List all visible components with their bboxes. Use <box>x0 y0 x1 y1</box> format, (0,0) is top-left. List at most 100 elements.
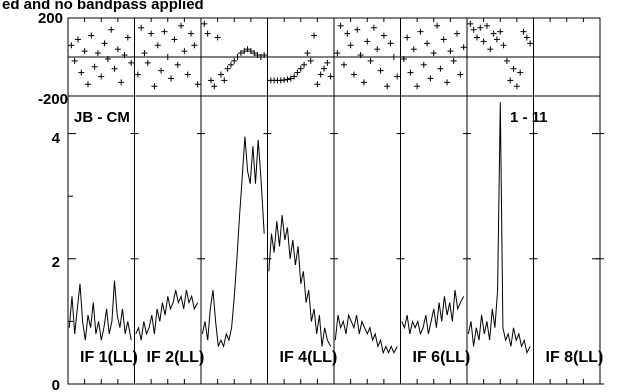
phase-marker <box>68 42 75 49</box>
phase-marker <box>304 50 311 57</box>
phase-marker <box>144 59 151 66</box>
phase-marker <box>317 71 324 78</box>
amp-series-line <box>268 214 332 347</box>
phase-marker <box>364 38 371 45</box>
phase-marker <box>128 59 135 66</box>
phase-marker <box>487 46 494 53</box>
phase-marker <box>394 73 401 80</box>
phase-marker <box>254 52 261 59</box>
phase-marker <box>124 34 131 41</box>
amp-series-line <box>201 136 265 349</box>
phase-marker <box>134 71 141 78</box>
phase-marker <box>321 65 328 72</box>
phase-marker <box>164 54 171 60</box>
phase-marker <box>178 22 185 29</box>
phase-marker <box>194 81 201 88</box>
phase-marker <box>281 77 288 84</box>
phase-marker <box>334 50 341 57</box>
amplitude-lines <box>68 102 531 355</box>
amp-series-line <box>334 313 398 355</box>
phase-marker <box>191 42 198 49</box>
phase-marker <box>344 30 351 37</box>
phase-marker <box>98 73 105 80</box>
phase-marker <box>467 20 474 27</box>
phase-marker <box>168 75 175 82</box>
phase-marker <box>357 52 364 59</box>
phase-marker <box>507 77 514 84</box>
phase-marker <box>71 57 78 64</box>
phase-marker <box>307 57 314 64</box>
phase-marker <box>311 32 318 39</box>
phase-marker <box>377 67 384 74</box>
phase-marker <box>450 57 457 64</box>
phase-marker <box>257 54 264 60</box>
phase-marker <box>121 52 128 59</box>
phase-marker <box>74 36 81 43</box>
phase-marker <box>523 34 530 41</box>
phase-marker <box>347 42 354 49</box>
phase-marker <box>171 36 178 43</box>
phase-marker <box>380 32 387 39</box>
phase-marker <box>434 22 441 29</box>
phase-marker <box>527 40 534 47</box>
phase-marker <box>88 32 95 39</box>
phase-marker <box>360 79 367 86</box>
phase-marker <box>94 50 101 57</box>
scan-label: 1 - 11 <box>510 109 548 126</box>
phase-marker <box>387 40 394 47</box>
phase-marker <box>520 28 527 35</box>
phase-marker <box>227 61 234 68</box>
phase-marker <box>370 24 377 31</box>
amp-series-line <box>401 290 465 336</box>
amp-tick-label-2: 2 <box>52 254 60 271</box>
amp-tick-label-0: 0 <box>52 377 60 392</box>
if-label: IF 8(LL) <box>546 349 604 366</box>
phase-marker <box>188 30 195 37</box>
phase-marker <box>104 55 111 62</box>
phase-marker <box>513 83 520 90</box>
if-label: IF 4(LL) <box>280 349 338 366</box>
phase-marker <box>437 65 444 72</box>
phase-bottom-label: -200 <box>38 91 68 108</box>
phase-marker <box>454 30 461 37</box>
phase-marker <box>374 46 381 53</box>
phase-marker <box>483 22 490 29</box>
phase-marker <box>477 24 484 31</box>
phase-marker <box>141 50 148 57</box>
phase-marker <box>390 54 397 60</box>
phase-top-label: 200 <box>38 10 63 27</box>
phase-marker <box>211 83 218 90</box>
phase-marker <box>497 28 504 35</box>
if-label: IF 2(LL) <box>147 349 205 366</box>
phase-marker <box>244 46 251 53</box>
phase-marker <box>207 77 214 84</box>
phase-marker <box>503 57 510 64</box>
phase-marker <box>217 71 224 78</box>
phase-marker <box>297 65 304 72</box>
phase-marker <box>427 75 434 82</box>
if-label: IF 1(LL) <box>80 349 138 366</box>
phase-markers <box>68 20 534 90</box>
phase-marker <box>231 57 238 64</box>
phase-marker <box>161 28 168 35</box>
phase-marker <box>151 83 158 90</box>
phase-marker <box>460 44 467 51</box>
phase-marker <box>517 69 524 76</box>
phase-marker <box>214 34 221 41</box>
phase-marker <box>367 57 374 64</box>
phase-marker <box>480 38 487 45</box>
phase-marker <box>181 48 188 55</box>
phase-marker <box>430 50 437 57</box>
phase-marker <box>410 46 417 53</box>
phase-marker <box>111 65 118 72</box>
phase-marker <box>138 24 145 31</box>
phase-marker <box>108 26 115 33</box>
phase-marker <box>350 71 357 78</box>
phase-marker <box>251 50 258 57</box>
phase-marker <box>241 48 248 55</box>
phase-marker <box>404 34 411 41</box>
phase-marker <box>237 50 244 57</box>
phase-marker <box>490 30 497 37</box>
panel-frames <box>67 17 604 385</box>
phase-marker <box>510 65 517 72</box>
